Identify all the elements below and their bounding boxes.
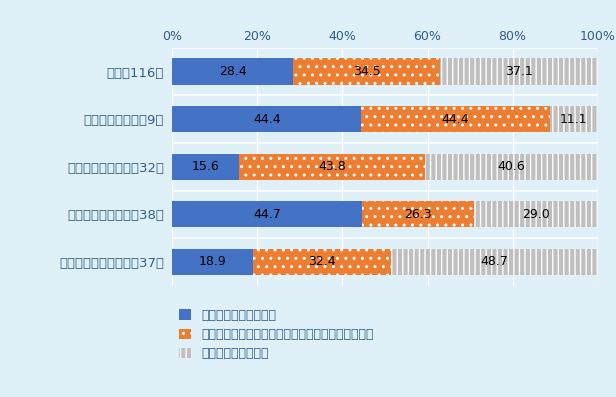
Text: 44.7: 44.7 bbox=[254, 208, 282, 221]
Text: 28.4: 28.4 bbox=[219, 65, 247, 78]
Text: 44.4: 44.4 bbox=[442, 113, 469, 125]
Bar bbox=[239, 154, 425, 180]
Text: 15.6: 15.6 bbox=[192, 160, 219, 173]
Bar bbox=[172, 106, 361, 132]
Text: 32.4: 32.4 bbox=[308, 255, 336, 268]
Text: 29.0: 29.0 bbox=[522, 208, 549, 221]
Text: 44.4: 44.4 bbox=[253, 113, 281, 125]
Bar bbox=[440, 58, 598, 85]
Text: 18.9: 18.9 bbox=[199, 255, 227, 268]
Bar bbox=[474, 201, 598, 227]
Bar bbox=[361, 106, 550, 132]
Bar bbox=[253, 249, 391, 275]
Bar bbox=[172, 201, 362, 227]
Text: 34.5: 34.5 bbox=[352, 65, 381, 78]
Text: 43.8: 43.8 bbox=[318, 160, 346, 173]
Bar bbox=[293, 58, 440, 85]
Text: 26.3: 26.3 bbox=[405, 208, 432, 221]
Text: 37.1: 37.1 bbox=[505, 65, 533, 78]
Bar bbox=[550, 106, 597, 132]
Text: 11.1: 11.1 bbox=[560, 113, 587, 125]
Bar bbox=[391, 249, 598, 275]
Bar bbox=[172, 249, 253, 275]
Legend: すでに取り組んでいる, まだ取り組んでいないが、今後取り組む予定がある, 取り組む予定はない: すでに取り組んでいる, まだ取り組んでいないが、今後取り組む予定がある, 取り組… bbox=[179, 309, 374, 360]
Text: 48.7: 48.7 bbox=[480, 255, 508, 268]
Bar bbox=[425, 154, 598, 180]
Text: 40.6: 40.6 bbox=[497, 160, 525, 173]
Bar bbox=[172, 58, 293, 85]
Bar bbox=[362, 201, 474, 227]
Bar bbox=[172, 154, 239, 180]
